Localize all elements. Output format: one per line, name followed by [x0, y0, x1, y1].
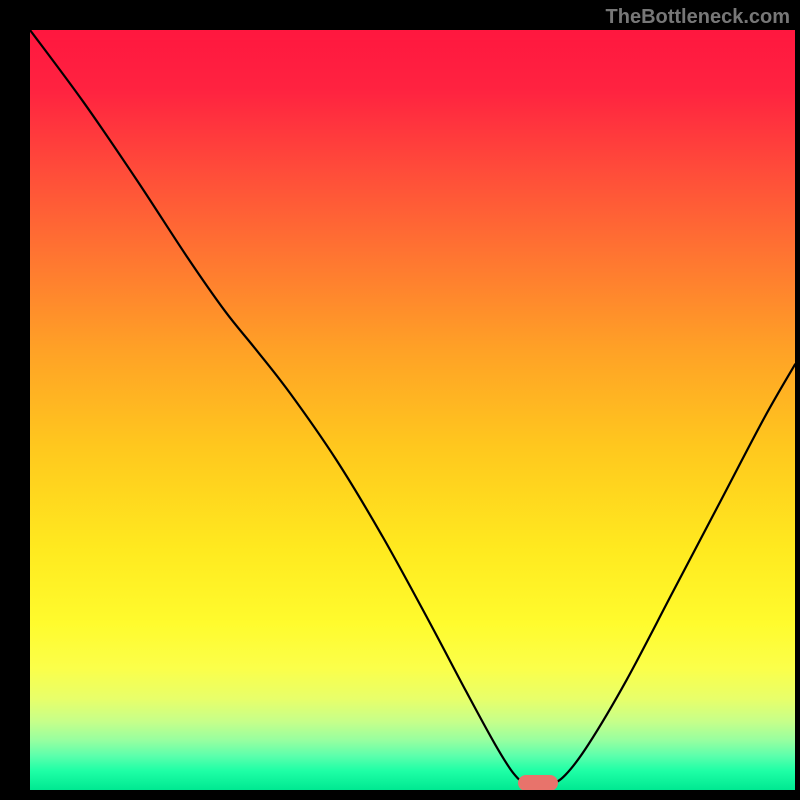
- optimum-marker: [518, 775, 558, 790]
- curve-svg: [30, 30, 795, 790]
- chart-container: TheBottleneck.com: [0, 0, 800, 800]
- plot-area: [30, 30, 795, 790]
- bottleneck-curve: [30, 30, 795, 785]
- watermark-text: TheBottleneck.com: [606, 6, 790, 29]
